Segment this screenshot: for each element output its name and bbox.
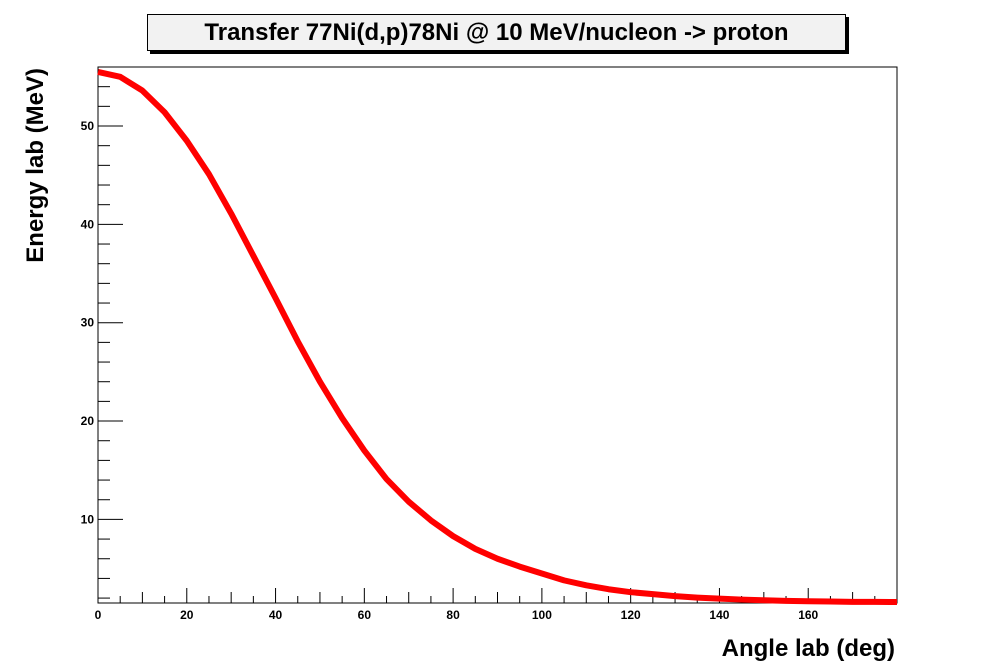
x-tick-label: 160 xyxy=(798,608,818,622)
y-tick-label: 30 xyxy=(81,316,95,330)
y-tick-label: 20 xyxy=(81,414,95,428)
x-tick-label: 60 xyxy=(358,608,372,622)
series-line xyxy=(97,68,898,606)
x-tick-label: 140 xyxy=(709,608,729,622)
plot-frame xyxy=(97,66,898,604)
y-tick-label: 10 xyxy=(81,512,95,526)
y-axis-title: Energy lab (MeV) xyxy=(22,68,49,263)
x-axis: 0 20 40 60 80 100 120 140 160 xyxy=(95,588,876,622)
y-tick-label: 40 xyxy=(81,217,95,231)
x-tick-label: 120 xyxy=(621,608,641,622)
x-tick-label: 100 xyxy=(532,608,552,622)
x-axis-title: Angle lab (deg) xyxy=(722,635,895,662)
chart-title: Transfer 77Ni(d,p)78Ni @ 10 MeV/nucleon … xyxy=(147,14,846,51)
y-tick-label: 50 xyxy=(81,119,95,133)
x-tick-label: 80 xyxy=(446,608,460,622)
x-tick-label: 0 xyxy=(95,608,102,622)
y-axis: 10 20 30 40 50 xyxy=(81,66,123,599)
x-tick-label: 40 xyxy=(269,608,283,622)
x-tick-label: 20 xyxy=(180,608,194,622)
